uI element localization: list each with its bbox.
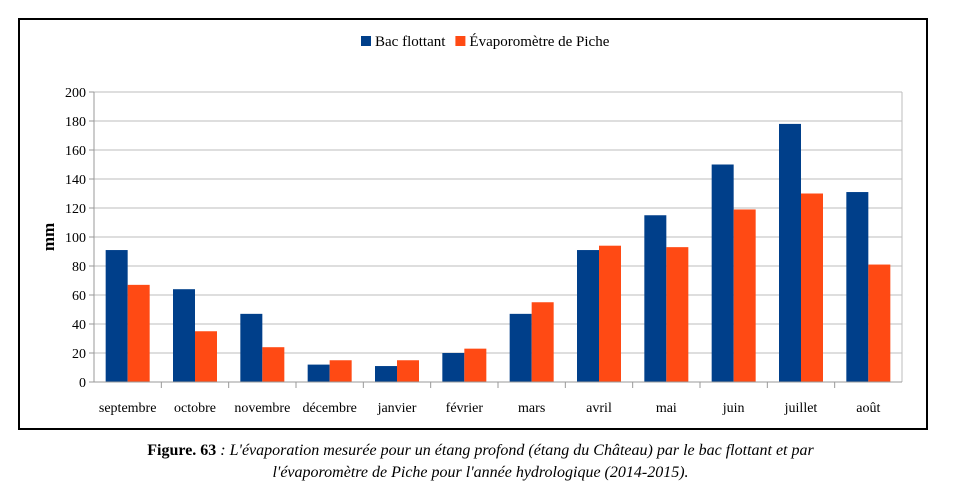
y-tick-label: 0 bbox=[79, 376, 86, 391]
caption-figure-number: Figure. 63 bbox=[147, 442, 217, 459]
bar-chart: 0 20 40 60 80 100 120 140 160 180 200 septembre octo… bbox=[39, 33, 903, 416]
bar-evaporometre-mars bbox=[531, 302, 554, 382]
axes: 0 20 40 60 80 100 120 140 160 180 200 septembre octo… bbox=[65, 86, 903, 416]
bars bbox=[105, 123, 891, 383]
x-tick-label: avril bbox=[586, 401, 612, 416]
figure-caption: Figure. 63 : L'évaporation mesurée pour … bbox=[0, 440, 961, 484]
x-tick-label: février bbox=[446, 401, 484, 416]
y-tick-label: 160 bbox=[65, 144, 86, 159]
gridlines bbox=[94, 91, 902, 383]
bar-evaporometre-mai bbox=[666, 247, 689, 382]
y-tick-label: 20 bbox=[72, 347, 86, 362]
bar-bac-flottant-novembre bbox=[240, 313, 263, 382]
bar-bac-flottant-avril bbox=[577, 250, 599, 382]
bar-bac-flottant-janvier bbox=[375, 366, 397, 382]
bar-bac-flottant-juin bbox=[711, 164, 734, 382]
legend-label-bac-flottant: Bac flottant bbox=[375, 34, 446, 50]
bar-evaporometre-août bbox=[868, 264, 891, 382]
y-axis-title: mm bbox=[39, 223, 58, 251]
x-tick-label: décembre bbox=[302, 401, 356, 416]
bar-bac-flottant-août bbox=[846, 192, 869, 382]
y-tick-label: 100 bbox=[65, 231, 86, 246]
bar-bac-flottant-décembre bbox=[307, 364, 330, 382]
bar-bac-flottant-septembre bbox=[105, 250, 128, 382]
bar-evaporometre-novembre bbox=[262, 347, 285, 382]
x-tick-label: septembre bbox=[99, 401, 157, 416]
bar-evaporometre-septembre bbox=[127, 284, 150, 382]
y-tick-label: 80 bbox=[72, 260, 86, 275]
x-tick-label: novembre bbox=[234, 401, 290, 416]
x-tick-label: août bbox=[856, 401, 880, 416]
bar-evaporometre-avril bbox=[599, 245, 621, 382]
y-tick-label: 200 bbox=[65, 86, 86, 101]
x-tick-label: octobre bbox=[174, 401, 216, 416]
bar-bac-flottant-juillet bbox=[779, 123, 801, 383]
caption-line-1: Figure. 63 : L'évaporation mesurée pour … bbox=[0, 440, 961, 462]
bar-bac-flottant-mai bbox=[644, 215, 667, 382]
bar-bac-flottant-mars bbox=[509, 313, 532, 382]
y-tick-label: 180 bbox=[65, 115, 86, 130]
legend-swatch-bac-flottant bbox=[361, 36, 371, 46]
chart-frame: 0 20 40 60 80 100 120 140 160 180 200 septembre octo… bbox=[18, 18, 928, 430]
bar-evaporometre-octobre bbox=[195, 331, 217, 382]
x-tick-label: juin bbox=[722, 401, 745, 416]
legend-label-evaporometre: Évaporomètre de Piche bbox=[469, 33, 609, 50]
caption-line-2: l'évaporomètre de Piche pour l'année hyd… bbox=[272, 464, 689, 481]
bar-bac-flottant-octobre bbox=[173, 289, 195, 382]
x-tick-label: mai bbox=[656, 401, 677, 416]
bar-evaporometre-février bbox=[464, 348, 487, 382]
bar-evaporometre-janvier bbox=[397, 360, 419, 382]
x-tick-label: juillet bbox=[784, 401, 818, 416]
legend-swatch-evaporometre bbox=[455, 36, 466, 46]
x-tick-label: mars bbox=[518, 401, 545, 416]
y-tick-label: 40 bbox=[72, 318, 86, 333]
y-tick-label: 60 bbox=[72, 289, 86, 304]
bar-evaporometre-juin bbox=[733, 209, 756, 382]
caption-text: : L'évaporation mesurée pour un étang pr… bbox=[216, 442, 814, 459]
x-tick-label: janvier bbox=[377, 401, 417, 416]
y-tick-label: 140 bbox=[65, 173, 86, 188]
legend: Bac flottant Évaporomètre de Piche bbox=[361, 33, 610, 50]
bar-bac-flottant-février bbox=[442, 353, 465, 382]
bar-evaporometre-juillet bbox=[801, 193, 823, 382]
bar-evaporometre-décembre bbox=[329, 360, 352, 382]
y-tick-label: 120 bbox=[65, 202, 86, 217]
